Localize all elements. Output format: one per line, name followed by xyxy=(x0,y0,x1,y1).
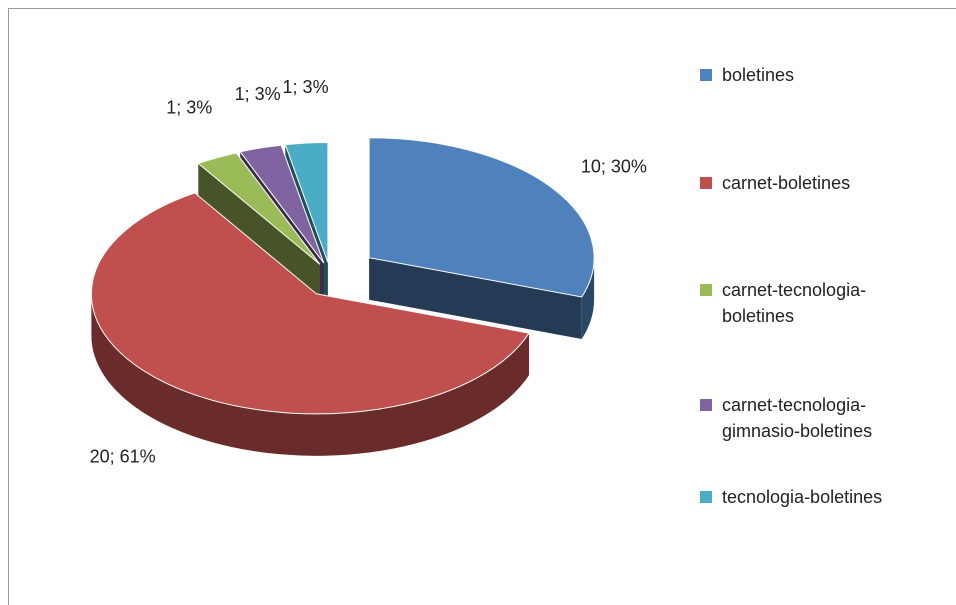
legend-item: carnet-tecnologia-gimnasio-boletines xyxy=(700,392,920,444)
legend-item: boletines xyxy=(700,62,920,88)
data-label: 10; 30% xyxy=(581,157,647,177)
slice-side xyxy=(91,293,530,456)
legend-label: boletines xyxy=(722,65,795,85)
slice xyxy=(239,144,325,264)
legend-label: carnet-tecnologia-gimnasio-boletines xyxy=(722,395,873,441)
slice xyxy=(368,137,595,298)
legend-swatch xyxy=(700,491,712,503)
legend-label: carnet-tecnologia-boletines xyxy=(722,280,867,326)
legend-swatch xyxy=(700,284,712,296)
chart-frame xyxy=(8,8,956,605)
data-label: 1; 3% xyxy=(235,84,281,104)
slice xyxy=(284,141,329,263)
data-label: 20; 61% xyxy=(90,446,156,466)
data-label: 1; 3% xyxy=(166,98,212,118)
legend-item: carnet-tecnologia-boletines xyxy=(700,277,920,329)
data-label: 1; 3% xyxy=(283,77,329,97)
slice-side xyxy=(198,163,320,307)
legend-label: tecnologia-boletines xyxy=(722,487,883,507)
slice xyxy=(197,152,321,265)
legend-swatch xyxy=(700,177,712,189)
slice-side xyxy=(369,257,582,339)
legend-item: carnet-boletines xyxy=(700,170,920,196)
legend-item: tecnologia-boletines xyxy=(700,484,920,510)
slice xyxy=(90,192,530,415)
legend-swatch xyxy=(700,399,712,411)
legend-label: carnet-boletines xyxy=(722,173,851,193)
legend-swatch xyxy=(700,69,712,81)
